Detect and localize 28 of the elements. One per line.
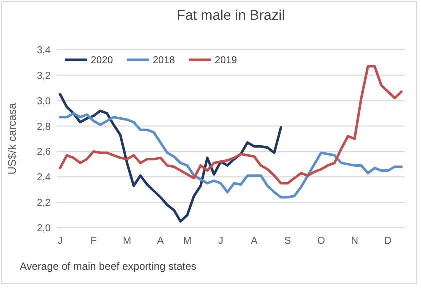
x-tick-label: M xyxy=(123,236,132,247)
y-tick-label: 2,6 xyxy=(37,147,52,158)
y-tick-label: 3,4 xyxy=(37,46,52,56)
x-tick-label: S xyxy=(284,236,292,247)
legend-label: 2020 xyxy=(91,56,114,66)
x-tick-label: A xyxy=(251,236,258,247)
x-tick-label: F xyxy=(90,236,97,247)
y-tick-label: 2,2 xyxy=(37,198,52,210)
y-tick-label: 2,4 xyxy=(37,172,52,184)
legend-label: 2019 xyxy=(215,56,238,66)
y-axis-title: US$/k carcasa xyxy=(7,102,19,175)
legend-label: 2018 xyxy=(153,56,176,66)
line-series xyxy=(59,93,282,223)
y-tick-label: 2,0 xyxy=(37,224,52,234)
x-tick-label: M xyxy=(183,236,192,247)
text: Average of main beef exporting states xyxy=(20,261,197,273)
line-series xyxy=(59,65,403,185)
y-tick-label: 2,8 xyxy=(37,122,52,133)
x-tick-label: J xyxy=(218,236,224,247)
y-tick-label: 3,0 xyxy=(37,96,52,108)
x-tick-label: D xyxy=(384,236,392,247)
y-tick-label: 3,2 xyxy=(37,70,52,82)
chart-title: Fat male in Brazil xyxy=(176,7,286,23)
x-tick-label: J xyxy=(58,236,63,247)
line-series xyxy=(59,112,403,199)
x-tick-label: A xyxy=(157,236,164,247)
x-tick-label: O xyxy=(317,236,326,247)
x-tick-label: N xyxy=(351,236,358,247)
